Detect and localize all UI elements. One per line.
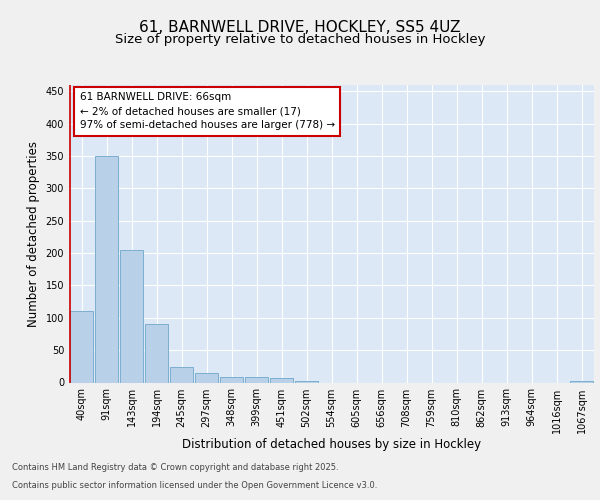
Text: Contains public sector information licensed under the Open Government Licence v3: Contains public sector information licen… xyxy=(12,481,377,490)
Bar xyxy=(570,380,593,382)
Text: 61, BARNWELL DRIVE, HOCKLEY, SS5 4UZ: 61, BARNWELL DRIVE, HOCKLEY, SS5 4UZ xyxy=(139,20,461,35)
Text: Contains HM Land Registry data © Crown copyright and database right 2025.: Contains HM Land Registry data © Crown c… xyxy=(12,464,338,472)
Bar xyxy=(170,367,193,382)
Text: 61 BARNWELL DRIVE: 66sqm
← 2% of detached houses are smaller (17)
97% of semi-de: 61 BARNWELL DRIVE: 66sqm ← 2% of detache… xyxy=(79,92,335,130)
Bar xyxy=(295,380,318,382)
Bar xyxy=(220,376,243,382)
Bar xyxy=(70,312,93,382)
Bar xyxy=(95,156,118,382)
Bar xyxy=(195,373,218,382)
Text: Size of property relative to detached houses in Hockley: Size of property relative to detached ho… xyxy=(115,32,485,46)
Bar xyxy=(120,250,143,382)
Bar xyxy=(245,378,268,382)
Bar xyxy=(270,378,293,382)
Y-axis label: Number of detached properties: Number of detached properties xyxy=(27,141,40,327)
Bar xyxy=(145,324,168,382)
X-axis label: Distribution of detached houses by size in Hockley: Distribution of detached houses by size … xyxy=(182,438,481,452)
